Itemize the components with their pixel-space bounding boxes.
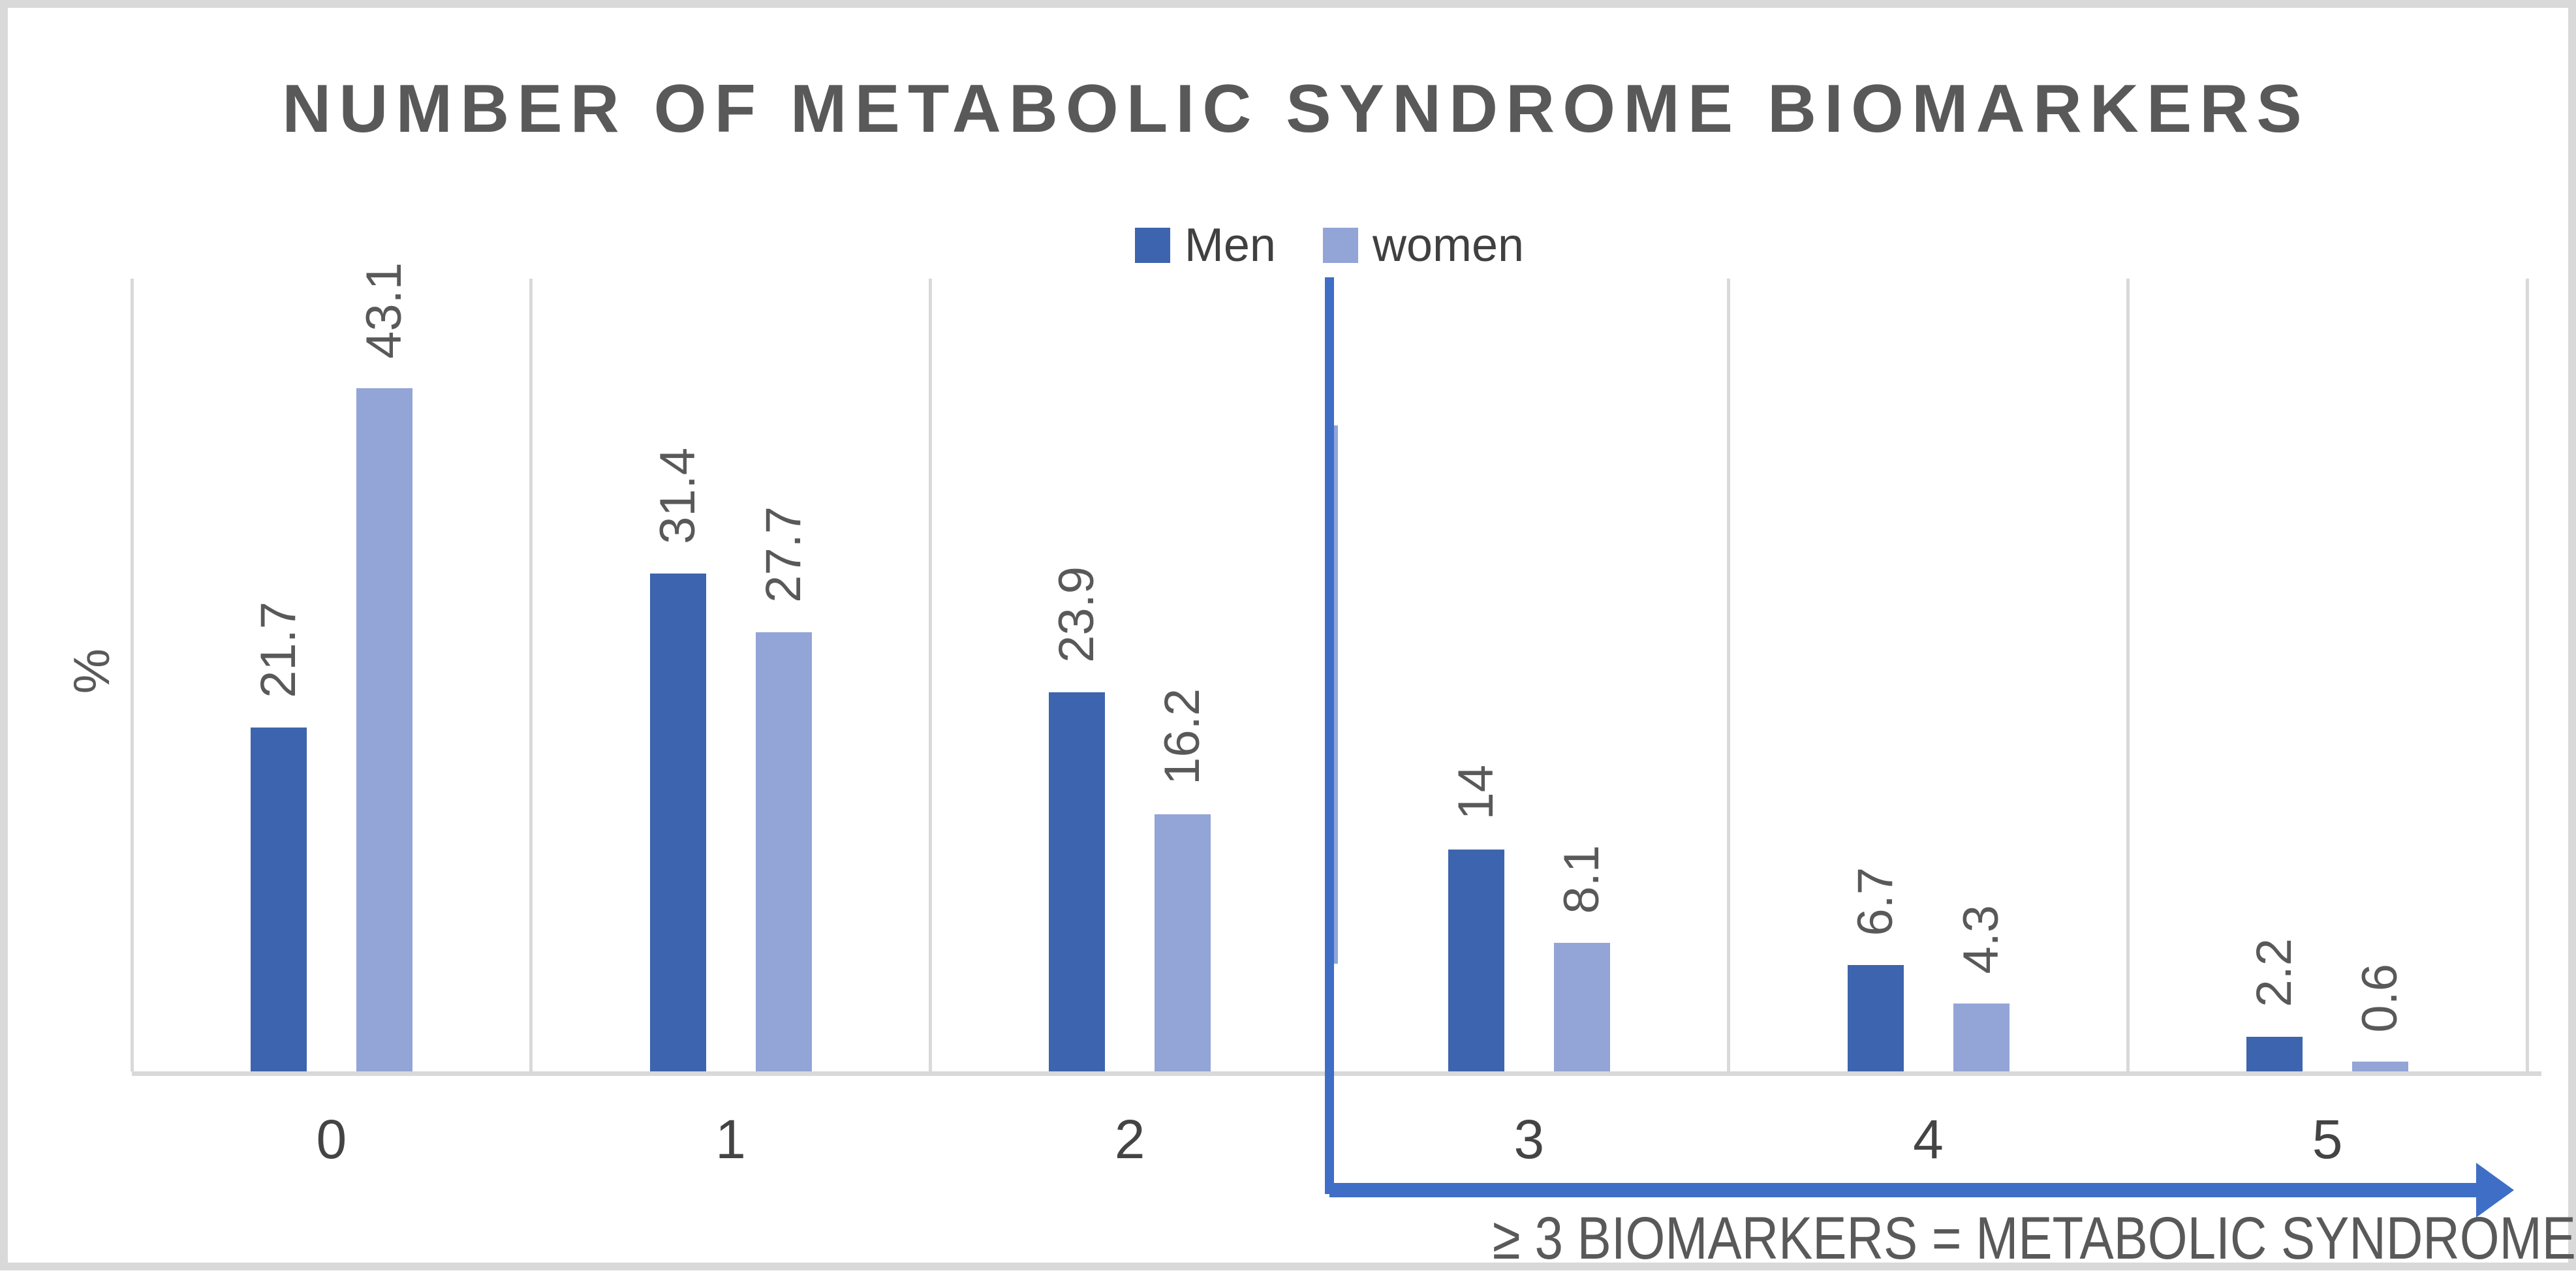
- bar-value-label: 21.7: [250, 601, 306, 698]
- plot-area: 21.7 31.4 23.9 14 6.7 2.2 43.1 27.7 16.2 8.1 4.3 0.…: [130, 262, 2529, 1071]
- bar-value-label: 14: [1448, 765, 1504, 820]
- bar-value-label: 31.4: [649, 448, 706, 544]
- x-tick-label-2: 2: [1114, 1109, 1145, 1170]
- gridline: [130, 279, 134, 1071]
- bar-women-1: [755, 632, 812, 1071]
- gridline: [2126, 279, 2130, 1071]
- gridline: [2525, 279, 2529, 1071]
- bar-value-label: 0.6: [2352, 963, 2408, 1033]
- threshold-arrow-head-icon: [2476, 1163, 2514, 1218]
- bar-value-label: 4.3: [1953, 904, 2009, 974]
- bar-value-label: 27.7: [755, 506, 811, 603]
- threshold-divider-line: [1325, 277, 1334, 1194]
- bar-men-1: [649, 573, 706, 1071]
- legend-swatch-icon: [1134, 228, 1170, 263]
- gridline: [1727, 279, 1731, 1071]
- bar-value-label: 43.1: [356, 262, 412, 359]
- x-tick-label-1: 1: [715, 1109, 746, 1170]
- bar-men-3: [1448, 849, 1504, 1071]
- legend-label: Men: [1184, 219, 1276, 271]
- legend-item-men: Men: [1134, 219, 1276, 272]
- chart-title: NUMBER OF METABOLIC SYNDROME BIOMARKERS: [282, 71, 2310, 147]
- bar-women-2: [1155, 814, 1211, 1071]
- bar-women-3: [1553, 943, 1610, 1071]
- threshold-arrow-shaft: [1329, 1183, 2478, 1197]
- threshold-annotation-text: ≥ 3 BIOMARKERS = METABOLIC SYNDROME: [1492, 1205, 2576, 1272]
- bar-value-label: 23.9: [1049, 566, 1105, 664]
- legend-swatch-icon: [1322, 228, 1358, 263]
- legend: Men women: [132, 215, 2527, 275]
- x-axis-line: [132, 1071, 2541, 1076]
- gridline: [529, 279, 533, 1071]
- x-tick-label-0: 0: [316, 1109, 347, 1170]
- bar-value-label: 6.7: [1847, 867, 1903, 936]
- x-tick-label-4: 4: [1913, 1109, 1944, 1170]
- bar-men-4: [1847, 965, 1904, 1071]
- bar-men-5: [2246, 1036, 2303, 1071]
- x-tick-label-3: 3: [1513, 1109, 1545, 1170]
- bar-value-label: 2.2: [2246, 938, 2303, 1007]
- legend-label: women: [1372, 219, 1525, 271]
- bar-women-5: [2352, 1062, 2409, 1071]
- bar-men-2: [1049, 692, 1106, 1071]
- x-tick-label-5: 5: [2312, 1109, 2343, 1170]
- gridline: [928, 279, 932, 1071]
- bar-women-0: [356, 388, 412, 1071]
- bar-value-label: 8.1: [1553, 844, 1609, 914]
- threshold-line-shadow: [1333, 425, 1338, 964]
- bar-women-4: [1953, 1003, 2010, 1071]
- legend-item-women: women: [1322, 219, 1525, 272]
- bar-men-0: [250, 727, 307, 1071]
- bar-value-label: 16.2: [1155, 688, 1211, 786]
- y-axis-title: %: [63, 649, 120, 694]
